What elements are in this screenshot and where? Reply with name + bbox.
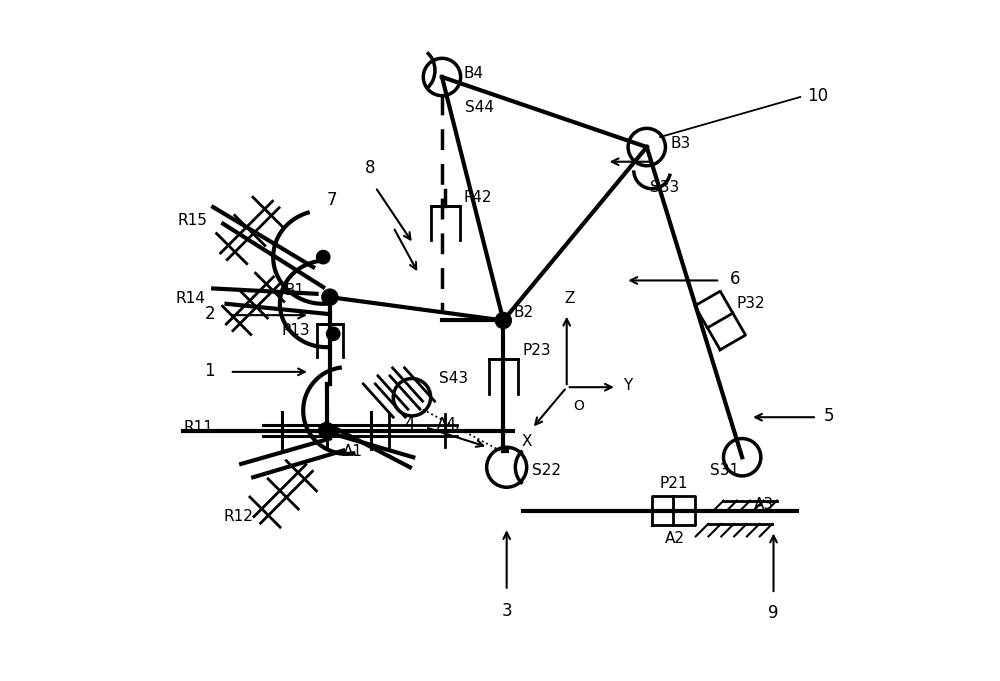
Text: P23: P23 bbox=[522, 343, 551, 358]
Text: A2: A2 bbox=[665, 530, 685, 545]
Text: B2: B2 bbox=[513, 305, 533, 320]
Text: Y: Y bbox=[623, 379, 633, 394]
Text: 3: 3 bbox=[501, 602, 512, 620]
Text: 8: 8 bbox=[365, 159, 375, 177]
Text: R15: R15 bbox=[178, 213, 208, 228]
Text: A4: A4 bbox=[437, 417, 457, 432]
Text: 6: 6 bbox=[730, 270, 741, 288]
Circle shape bbox=[327, 327, 340, 340]
Text: B4: B4 bbox=[463, 66, 483, 81]
Text: A1: A1 bbox=[343, 444, 363, 459]
Text: R11: R11 bbox=[183, 419, 213, 434]
Text: 4: 4 bbox=[405, 415, 415, 433]
Circle shape bbox=[322, 289, 338, 305]
Text: X: X bbox=[521, 434, 532, 449]
Text: O: O bbox=[573, 399, 584, 413]
Text: 2: 2 bbox=[204, 305, 215, 323]
Text: P21: P21 bbox=[659, 475, 688, 490]
Circle shape bbox=[495, 313, 511, 328]
Text: P42: P42 bbox=[464, 189, 492, 204]
Text: 7: 7 bbox=[327, 191, 337, 209]
Text: S22: S22 bbox=[532, 463, 561, 478]
Text: R14: R14 bbox=[175, 291, 205, 306]
Text: S44: S44 bbox=[465, 99, 494, 114]
Text: P13: P13 bbox=[281, 323, 310, 338]
Text: S33: S33 bbox=[650, 180, 679, 195]
Text: 10: 10 bbox=[807, 86, 828, 105]
Text: P32: P32 bbox=[737, 296, 765, 311]
Circle shape bbox=[317, 251, 330, 264]
Text: B3: B3 bbox=[670, 136, 690, 151]
Text: 5: 5 bbox=[824, 407, 834, 425]
Text: A3: A3 bbox=[754, 497, 774, 512]
Text: S31: S31 bbox=[710, 462, 739, 477]
Text: Z: Z bbox=[564, 291, 575, 306]
Circle shape bbox=[319, 422, 335, 439]
Text: B1: B1 bbox=[284, 283, 305, 298]
Text: 1: 1 bbox=[204, 362, 215, 379]
Text: 9: 9 bbox=[768, 604, 779, 622]
Text: R12: R12 bbox=[224, 509, 253, 524]
Text: S43: S43 bbox=[439, 371, 468, 386]
